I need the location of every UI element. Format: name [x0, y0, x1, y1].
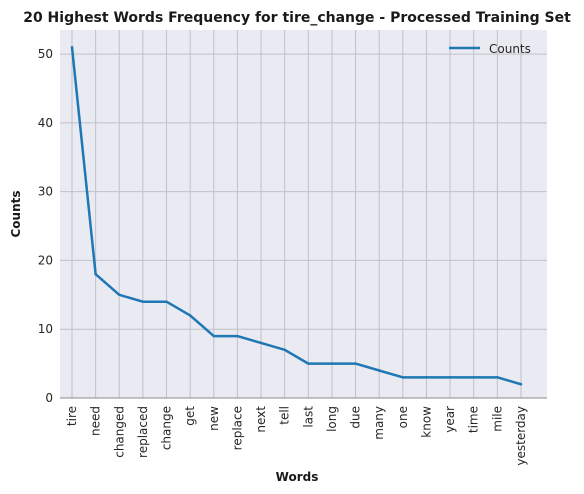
data-point	[189, 314, 191, 316]
x-tick-label: next	[254, 406, 268, 433]
x-tick-label: change	[160, 406, 174, 450]
x-tick-label: need	[89, 406, 103, 436]
data-point	[118, 294, 120, 296]
y-axis-label: Counts	[9, 190, 23, 237]
y-tick-label: 10	[38, 322, 53, 336]
y-tick-label: 20	[38, 253, 53, 267]
x-tick-label: tell	[278, 406, 292, 425]
chart-title: 20 Highest Words Frequency for tire_chan…	[23, 10, 571, 26]
data-point	[425, 376, 427, 378]
x-tick-label: due	[349, 406, 363, 429]
data-point	[71, 46, 73, 48]
x-tick-label: tire	[65, 406, 79, 426]
data-point	[354, 362, 356, 364]
x-tick-label: replaced	[136, 406, 150, 458]
x-tick-label: one	[396, 406, 410, 428]
y-tick-label: 30	[38, 185, 53, 199]
x-tick-label: last	[301, 406, 315, 428]
data-point	[496, 376, 498, 378]
data-point	[236, 335, 238, 337]
data-point	[142, 301, 144, 303]
x-tick-labels: tire need changed replaced change get new repla…	[65, 406, 528, 466]
y-tick-label: 0	[45, 391, 53, 405]
x-tick-label: replace	[230, 406, 244, 450]
data-point	[331, 362, 333, 364]
x-tick-label: yesterday	[514, 406, 528, 466]
x-tick-label: get	[183, 406, 197, 426]
x-tick-label: long	[325, 406, 339, 432]
data-point	[520, 383, 522, 385]
data-point	[378, 369, 380, 371]
data-point	[402, 376, 404, 378]
x-tick-label: changed	[112, 406, 126, 458]
x-tick-label: time	[467, 406, 481, 433]
data-point	[213, 335, 215, 337]
x-tick-label: know	[419, 406, 433, 438]
x-tick-label: mile	[490, 406, 504, 432]
data-point	[449, 376, 451, 378]
x-tick-label: year	[443, 406, 457, 433]
x-tick-label: new	[207, 406, 221, 431]
legend-label-counts: Counts	[489, 42, 531, 56]
y-tick-label: 50	[38, 47, 53, 61]
data-point	[260, 342, 262, 344]
data-point	[283, 349, 285, 351]
y-tick-label: 40	[38, 116, 53, 130]
data-point	[165, 301, 167, 303]
data-point	[94, 273, 96, 275]
x-axis-label: Words	[276, 470, 319, 484]
data-point	[307, 362, 309, 364]
data-point	[473, 376, 475, 378]
x-tick-label: many	[372, 406, 386, 440]
y-tick-labels: 0 10 20 30 40 50	[38, 47, 53, 405]
